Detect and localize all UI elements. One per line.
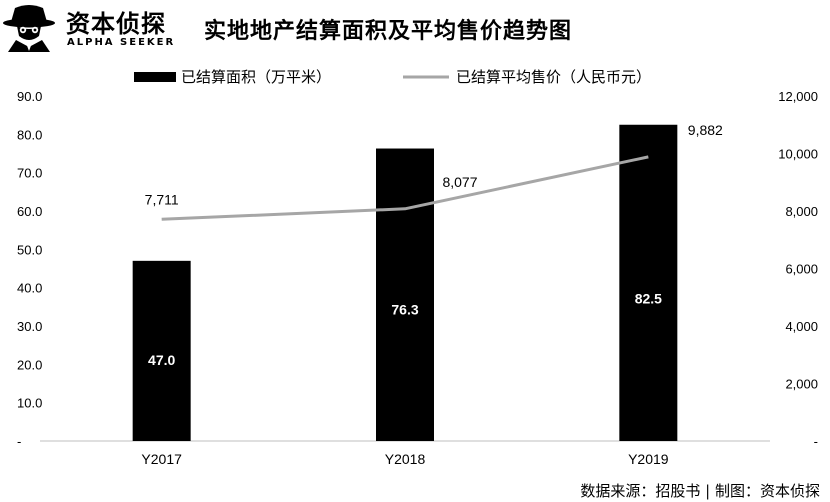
bar [376,148,434,441]
y-left-tick-label: 20.0 [17,357,42,372]
line-value-label: 8,077 [442,174,477,190]
y-right-tick-label: 4,000 [785,319,818,334]
y-right-tick-label: 8,000 [785,204,818,219]
y-right-tick-label: 12,000 [778,89,818,104]
y-left-tick-label: 60.0 [17,204,42,219]
legend-bar-swatch [134,72,176,82]
brand-subtitle: ALPHA SEEKER [67,37,176,48]
y-left-tick-label: 10.0 [17,396,42,411]
y-right-tick-label: - [814,434,818,449]
y-left-tick-label: 50.0 [17,242,42,257]
y-left-tick-label: - [17,434,21,449]
brand-name: 资本侦探 [66,10,166,38]
legend-bar-label: 已结算面积（万平米） [181,68,331,86]
y-left-tick-label: 80.0 [17,127,42,142]
x-tick-label: Y2017 [141,451,182,467]
line-value-label: 7,711 [145,191,179,207]
y-right-tick-label: 10,000 [778,147,818,162]
header: 资本侦探 ALPHA SEEKER 实地地产结算面积及平均售价趋势图 [0,0,830,56]
y-left-tick-label: 90.0 [17,89,42,104]
legend-line-label: 已结算平均售价（人民币元） [456,68,651,86]
data-labels: 47.0 76.3 82.5 7,711 8,077 9,882 [145,122,723,368]
chart: - 10.0 20.0 30.0 40.0 50.0 60.0 70.0 80.0 90.0 - 2,… [17,68,818,467]
y-left-tick-label: 70.0 [17,166,42,181]
y-left-tick-label: 40.0 [17,281,42,296]
bars [132,124,678,441]
y-left-tick-label: 30.0 [17,319,42,334]
bar-value-label: 47.0 [148,352,175,368]
axes: - 10.0 20.0 30.0 40.0 50.0 60.0 70.0 80.0 90.0 - 2,… [17,89,818,467]
legend: 已结算面积（万平米） 已结算平均售价（人民币元） [134,68,651,86]
bar [619,124,678,441]
detective-logo-icon [3,5,55,52]
y-right-tick-label: 6,000 [785,262,818,277]
bar [132,260,191,441]
line-value-label: 9,882 [688,122,723,138]
source-note: 数据来源：招股书 | 制图：资本侦探 [580,482,820,500]
x-tick-label: Y2019 [628,451,669,467]
y-right-tick-label: 2,000 [785,377,818,392]
price-line [161,155,649,221]
x-tick-label: Y2018 [385,451,426,467]
bar-value-label: 82.5 [635,291,662,307]
chart-title: 实地地产结算面积及平均售价趋势图 [204,18,573,44]
bar-value-label: 76.3 [391,301,418,317]
